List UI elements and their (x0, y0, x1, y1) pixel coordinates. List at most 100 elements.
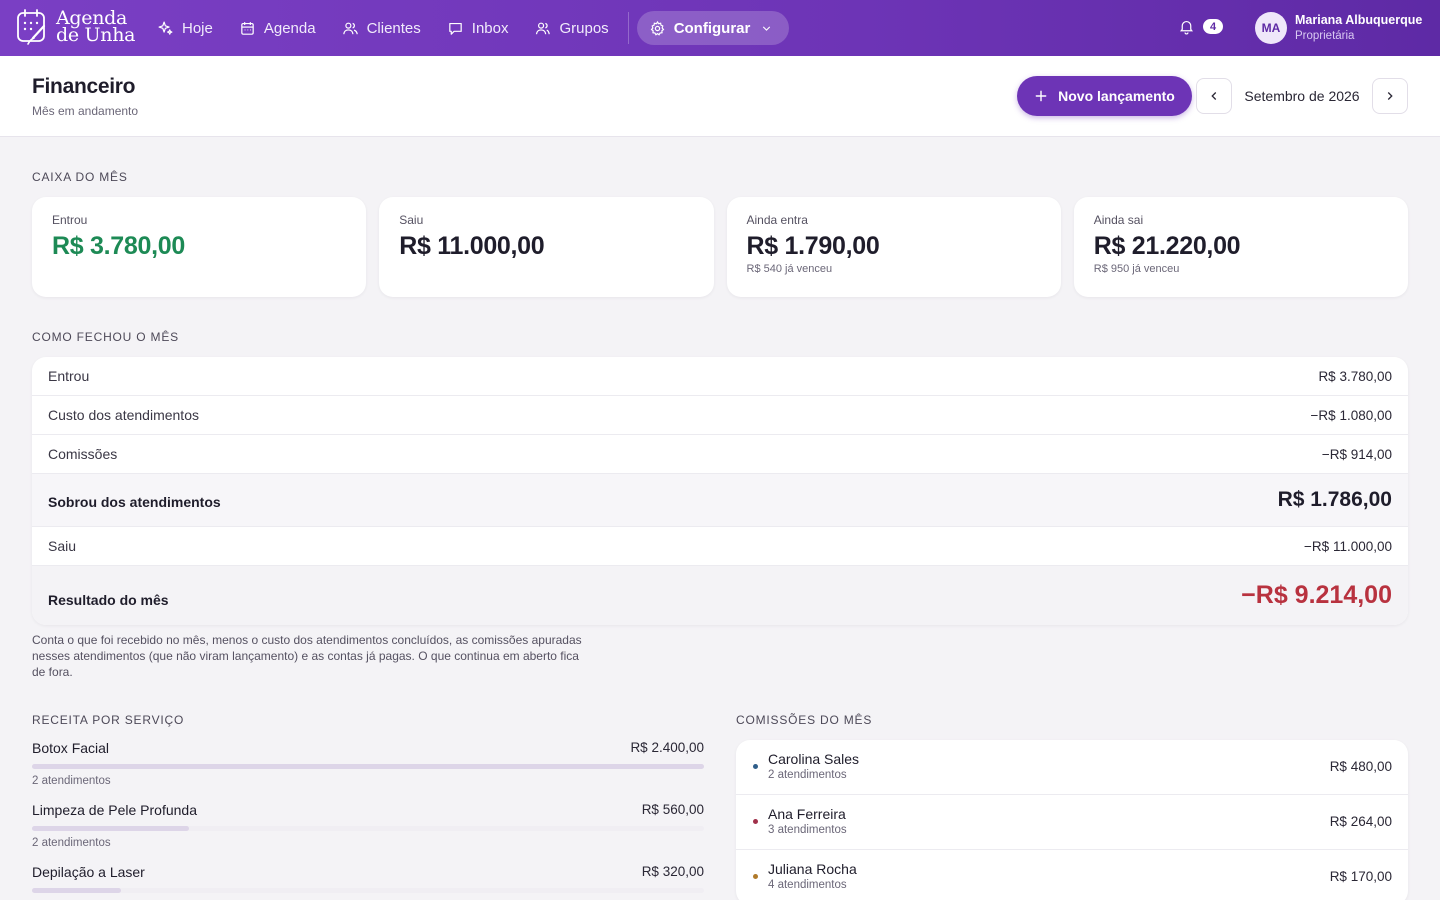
service-name: Botox Facial (32, 740, 110, 756)
service-name: Limpeza de Pele Profunda (32, 802, 197, 818)
app-logo[interactable]: Agenda de Unha (16, 8, 135, 46)
nav-grupos-label: Grupos (559, 19, 609, 37)
list-item: Limpeza de Pele Profunda R$ 560,00 2 ate… (32, 802, 704, 864)
summary-value: −R$ 11.000,00 (1304, 538, 1392, 554)
list-item[interactable]: Juliana Rocha 4 atendimentos R$ 170,00 (736, 850, 1408, 900)
previous-month-button[interactable] (1196, 78, 1232, 114)
calendar-logo-icon (17, 9, 46, 45)
nav-clientes-label: Clientes (366, 19, 421, 37)
month-navigator: Setembro de 2026 (1196, 78, 1408, 114)
professional-count: 2 atendimentos (768, 769, 847, 781)
chevron-left-icon (1211, 92, 1217, 100)
nav-hoje[interactable]: Hoje (144, 11, 226, 45)
revenue-bar-track (32, 826, 704, 831)
new-entry-label: Novo lançamento (1058, 88, 1175, 104)
cash-cards: Entrou R$ 3.780,00 Saiu R$ 11.000,00 Ain… (32, 197, 1408, 297)
card-ainda-entra: Ainda entra R$ 1.790,00 R$ 540 já venceu (726, 197, 1061, 297)
card-note: R$ 540 já venceu (746, 263, 833, 275)
nav-agenda[interactable]: Agenda (226, 11, 329, 45)
logo-line-1: Agenda (56, 7, 128, 29)
page-subtitle: Mês em andamento (32, 104, 139, 118)
summary-value: −R$ 1.080,00 (1310, 407, 1392, 423)
logo-line-2: de Unha (56, 24, 136, 46)
list-item[interactable]: Ana Ferreira 3 atendimentos R$ 264,00 (736, 795, 1408, 850)
revenue-bar-fill (32, 764, 704, 769)
revenue-bar-fill (32, 826, 189, 831)
card-entrou: Entrou R$ 3.780,00 (32, 197, 367, 297)
user-role: Proprietária (1295, 29, 1355, 42)
card-saiu: Saiu R$ 11.000,00 (379, 197, 714, 297)
service-count: 2 atendimentos (32, 775, 111, 787)
group-icon (536, 22, 551, 34)
status-dot (753, 874, 758, 879)
page-header: Financeiro Mês em andamento Novo lançame… (0, 56, 1440, 137)
commission-value: R$ 170,00 (1329, 869, 1392, 884)
nav-inbox-label: Inbox (471, 19, 509, 37)
notifications-badge: 4 (1203, 19, 1223, 34)
nav-hoje-label: Hoje (182, 19, 213, 37)
service-value: R$ 320,00 (641, 864, 704, 879)
summary-row-entrou: Entrou R$ 3.780,00 (32, 357, 1408, 396)
nav-clientes[interactable]: Clientes (329, 11, 434, 45)
user-name: Mariana Albuquerque (1295, 12, 1423, 27)
nav-configurar-label: Configurar (673, 19, 751, 37)
card-value: R$ 11.000,00 (399, 232, 545, 260)
revenue-bar-track (32, 888, 704, 893)
calendar-icon (241, 21, 254, 35)
revenue-section-title: Receita por serviço (32, 713, 185, 727)
revenue-bar-fill (32, 888, 122, 893)
service-count: 2 atendimentos (32, 837, 111, 849)
professional-count: 3 atendimentos (768, 824, 847, 836)
commission-value: R$ 480,00 (1329, 759, 1392, 774)
summary-row-resultado: Resultado do mês −R$ 9.214,00 (32, 566, 1408, 625)
service-name: Depilação a Laser (32, 864, 145, 880)
current-month: Setembro de 2026 (1244, 88, 1360, 104)
service-value: R$ 2.400,00 (630, 740, 704, 755)
summary-section-title: Como fechou o mês (32, 330, 179, 344)
next-month-button[interactable] (1372, 78, 1408, 114)
professional-count: 4 atendimentos (768, 879, 847, 891)
status-dot (753, 764, 758, 769)
new-entry-button[interactable]: Novo lançamento (1017, 76, 1192, 116)
summary-value: R$ 1.786,00 (1277, 488, 1392, 511)
revenue-bar-track (32, 764, 704, 769)
summary-row-saiu: Saiu −R$ 11.000,00 (32, 527, 1408, 566)
card-label: Saiu (399, 213, 424, 227)
plus-icon (1035, 90, 1047, 102)
summary-label: Resultado do mês (48, 591, 169, 608)
main-nav: Hoje Agenda Clientes Inbox Grupos Config… (144, 11, 790, 45)
card-ainda-sai: Ainda sai R$ 21.220,00 R$ 950 já venceu (1073, 197, 1408, 297)
card-value: R$ 21.220,00 (1093, 232, 1241, 260)
summary-label: Custo dos atendimentos (48, 407, 199, 423)
card-value: R$ 3.780,00 (52, 232, 185, 260)
nav-agenda-label: Agenda (263, 19, 316, 37)
summary-label: Sobrou dos atendimentos (48, 494, 221, 510)
list-item: Botox Facial R$ 2.400,00 2 atendimentos (32, 740, 704, 802)
card-label: Entrou (52, 213, 88, 227)
chat-icon (449, 22, 462, 35)
chevron-right-icon (1387, 92, 1393, 100)
commission-value: R$ 264,00 (1329, 814, 1392, 829)
nav-configurar[interactable]: Configurar (636, 11, 790, 45)
summary-value: −R$ 914,00 (1321, 446, 1392, 462)
users-icon (342, 22, 358, 34)
cash-section-title: Caixa do mês (32, 170, 128, 184)
professional-name: Juliana Rocha (768, 861, 857, 877)
card-value: R$ 1.790,00 (746, 232, 880, 260)
nav-inbox[interactable]: Inbox (434, 11, 522, 45)
professional-name: Carolina Sales (768, 751, 860, 767)
top-navbar: Agenda de Unha Hoje Agenda Clientes Inbo… (0, 0, 1440, 56)
notifications-button[interactable]: 4 (1178, 18, 1223, 35)
summary-note: Conta o que foi recebido no mês, menos o… (32, 633, 582, 679)
list-item[interactable]: Carolina Sales 2 atendimentos R$ 480,00 (736, 740, 1408, 795)
summary-row-sobrou: Sobrou dos atendimentos R$ 1.786,00 (32, 474, 1408, 527)
card-note: R$ 950 já venceu (1093, 263, 1180, 275)
professional-name: Ana Ferreira (768, 806, 846, 822)
avatar: MA (1255, 12, 1287, 44)
sparkles-icon (158, 21, 173, 35)
chevron-down-icon (763, 25, 771, 31)
nav-divider (627, 12, 629, 44)
nav-grupos[interactable]: Grupos (521, 11, 621, 45)
user-menu[interactable]: MA Mariana Albuquerque Proprietária (1255, 12, 1422, 44)
service-value: R$ 560,00 (641, 802, 704, 817)
